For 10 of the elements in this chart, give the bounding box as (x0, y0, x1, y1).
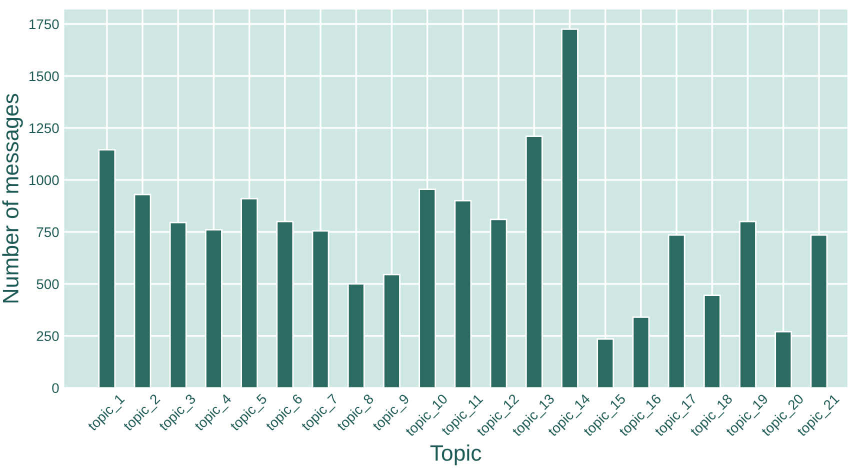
y-tick-label: 1250 (30, 123, 59, 134)
y-tick-label: 1750 (30, 19, 59, 30)
y-tick-label: 1500 (30, 71, 59, 82)
y-tick-label: 500 (36, 279, 59, 290)
y-tick-label: 0 (52, 383, 59, 394)
y-tick-label: 750 (36, 227, 59, 238)
y-tick-label: 1000 (30, 175, 59, 186)
y-axis-title: Number of messages (2, 94, 23, 302)
x-axis-title: Topic (430, 444, 482, 466)
y-tick-label: 250 (36, 331, 59, 342)
